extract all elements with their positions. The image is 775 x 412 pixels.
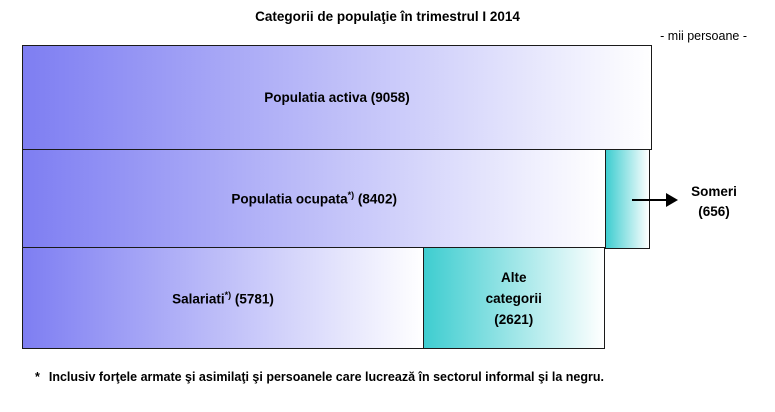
segment-salariati: Salariati*) (5781) [22,247,425,349]
footnote: * Inclusiv forţele armate şi asimilaţi ş… [35,370,604,384]
footnote-marker: * [35,370,40,384]
segment-label: Populatia ocupata*) (8402) [231,190,397,207]
bar-row-salariati: Salariati*) (5781) Alte categorii (2621) [22,247,652,349]
bar-row-populatia-activa: Populatia activa (9058) [22,45,652,150]
someri-callout-label: Someri (656) [691,184,737,219]
bar-row-populatia-ocupata: Populatia ocupata*) (8402) [22,148,652,249]
footnote-text: Inclusiv forţele armate şi asimilaţi şi … [48,370,604,384]
segment-populatia-activa: Populatia activa (9058) [22,45,652,150]
segment-label: Populatia activa (9058) [264,90,410,105]
page-title: Categorii de populaţie în trimestrul I 2… [255,9,520,24]
someri-arrow-line [632,199,668,201]
unit-label: - mii persoane - [660,29,747,43]
stacked-bar-chart: Populatia activa (9058) Populatia ocupat… [22,45,652,349]
segment-alte-categorii: Alte categorii (2621) [422,247,605,349]
segment-label: Salariati*) (5781) [172,289,274,307]
segment-label: Alte categorii (2621) [485,269,542,327]
segment-populatia-ocupata: Populatia ocupata*) (8402) [22,148,607,249]
someri-arrow-head-icon [666,193,678,207]
segment-someri [604,148,651,249]
